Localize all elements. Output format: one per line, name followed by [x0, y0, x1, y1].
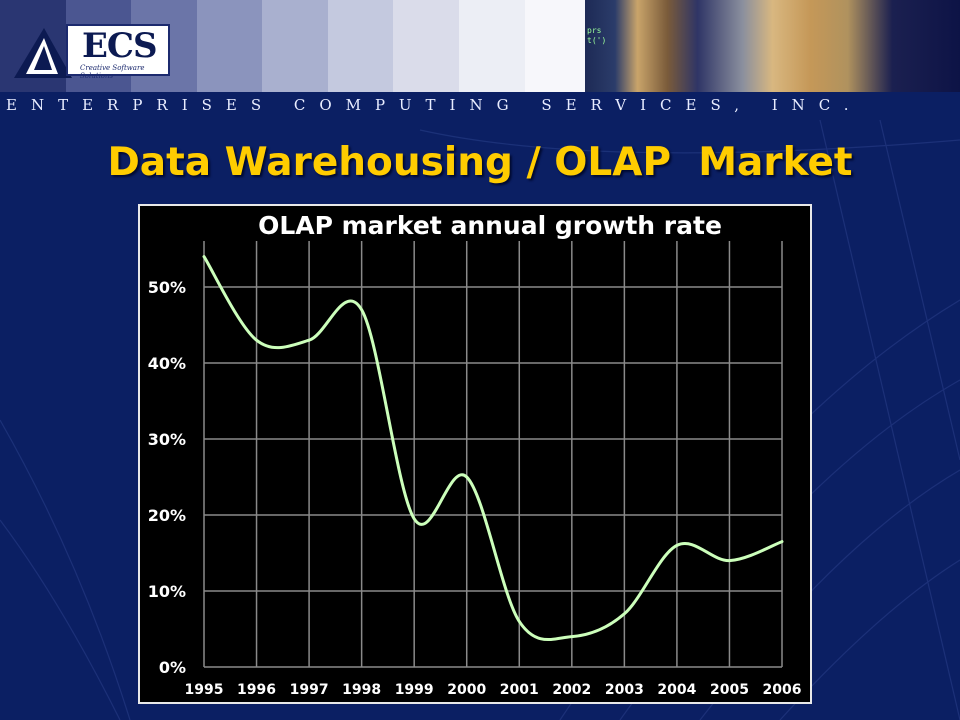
growth-rate-chart: OLAP market annual growth rate 0% 10% 20% 3… — [148, 211, 802, 698]
slide-title: Data Warehousing / OLAP Market — [107, 140, 853, 185]
x-tick-label: 2000 — [447, 682, 486, 698]
x-tick-label: 1997 — [290, 682, 329, 698]
series-line — [202, 255, 784, 642]
photo-code-line-2: t(') — [587, 36, 607, 45]
x-tick-label: 2006 — [763, 682, 802, 698]
ecs-logo: ECS Creative Software Solutions — [14, 20, 170, 80]
logo-tagline: Creative Software Solutions — [80, 64, 145, 80]
x-tick-label: 1996 — [237, 682, 276, 698]
logo-box — [66, 24, 170, 76]
photo-code-line-1: prs — [587, 26, 602, 35]
company-banner: ENTERPRISES COMPUTING SERVICES, INC. — [0, 92, 960, 118]
chart-title: OLAP market annual growth rate — [258, 211, 722, 240]
header-photo-strip — [585, 0, 960, 92]
y-tick-label: 50% — [148, 278, 186, 297]
y-tick-label: 40% — [148, 354, 186, 373]
x-tick-label: 1999 — [395, 682, 434, 698]
x-tick-label: 2005 — [710, 682, 749, 698]
y-tick-label: 20% — [148, 506, 186, 525]
x-tick-label: 1998 — [342, 682, 381, 698]
y-tick-label: 0% — [159, 658, 186, 677]
x-tick-label: 2004 — [657, 682, 696, 698]
y-tick-label: 30% — [148, 430, 186, 449]
y-tick-label: 10% — [148, 582, 186, 601]
logo-text: ECS — [82, 26, 158, 66]
photo-code-text: prs t(') — [587, 26, 606, 46]
x-tick-label: 2002 — [552, 682, 591, 698]
x-tick-label: 1995 — [185, 682, 224, 698]
x-tick-label: 2001 — [500, 682, 539, 698]
header-tiles — [0, 0, 591, 92]
x-tick-label: 2003 — [605, 682, 644, 698]
logo-triangle-icon — [14, 28, 72, 78]
